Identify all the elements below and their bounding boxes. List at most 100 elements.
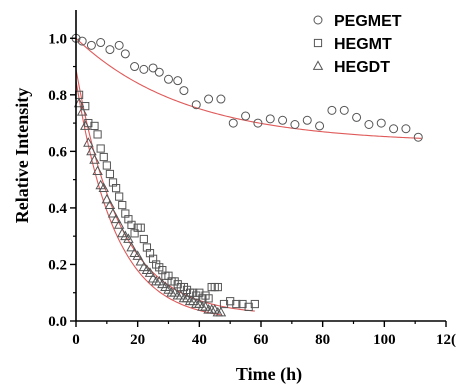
data-point-hegmt (81, 102, 90, 111)
data-point-pegmet (105, 45, 115, 55)
data-point-hegdt (86, 145, 97, 156)
data-point-hegdt (163, 284, 174, 294)
y-tick-label: 0.2 (48, 257, 67, 273)
fit-curve-pegmet (75, 37, 422, 139)
data-point-hegmt (99, 152, 108, 162)
data-point-hegdt (135, 255, 146, 266)
legend: PEGMET HEGMT HEGDT (312, 13, 402, 76)
y-tick-label: 0.4 (48, 201, 67, 217)
legend-marker-hegdt (312, 60, 324, 70)
data-point-hegdt (101, 193, 113, 204)
data-point-pegmet (120, 49, 130, 59)
data-point-hegmt (90, 121, 99, 131)
data-point-pegmet (164, 74, 173, 84)
data-point-pegmet (130, 62, 140, 72)
data-point-hegdt (89, 154, 100, 164)
data-point-pegmet (413, 132, 423, 142)
y-tick-label: 0.6 (48, 144, 67, 160)
data-point-hegdt (209, 304, 220, 314)
data-point-hegmt (148, 254, 158, 263)
data-point-hegmt (142, 243, 152, 252)
data-point-hegdt (98, 182, 109, 193)
data-point-hegdt (92, 165, 103, 176)
x-tick-label: 40 (192, 332, 207, 348)
y-tick-label: 1.0 (48, 31, 67, 47)
data-point-hegmt (115, 192, 124, 201)
data-point-hegdt (215, 306, 227, 317)
data-point-hegmt (130, 229, 139, 238)
y-tick-label: 0.0 (48, 314, 67, 330)
data-point-hegmt (164, 271, 173, 280)
data-point-pegmet (339, 105, 349, 115)
fit-curve-hegdt (75, 80, 222, 316)
data-point-pegmet (376, 118, 386, 128)
data-point-hegdt (76, 106, 88, 116)
data-point-hegmt (105, 169, 115, 179)
data-point-pegmet (96, 38, 106, 48)
legend-marker-hegmt (313, 38, 323, 48)
data-point-hegmt (210, 282, 219, 292)
data-point-hegmt (102, 161, 111, 170)
data-point-pegmet (327, 105, 337, 115)
data-point-hegmt (250, 299, 259, 309)
data-point-hegmt (127, 220, 136, 229)
data-point-hegmt (121, 209, 130, 218)
data-point-hegmt (244, 302, 253, 311)
data-point-hegmt (232, 299, 241, 309)
data-point-hegmt (238, 299, 247, 309)
data-point-hegmt (139, 234, 148, 244)
data-point-hegdt (83, 137, 94, 147)
data-point-hegmt (158, 266, 167, 275)
data-point-hegdt (110, 213, 122, 224)
data-point-hegdt (197, 301, 208, 311)
data-point-hegmt (155, 263, 164, 272)
data-point-pegmet (148, 63, 158, 73)
data-point-pegmet (265, 114, 275, 124)
data-point-hegmt (118, 200, 127, 210)
data-point-pegmet (86, 40, 96, 50)
x-axis-title: Time (h) (236, 364, 302, 385)
data-point-pegmet (216, 94, 226, 104)
data-point-hegmt (136, 223, 145, 232)
x-tick-label: 80 (315, 332, 330, 348)
data-point-pegmet (114, 40, 124, 50)
data-point-hegmt (213, 282, 222, 292)
data-point-pegmet (191, 100, 201, 110)
data-point-hegdt (144, 267, 156, 277)
data-point-pegmet (173, 76, 183, 86)
data-point-pegmet (241, 111, 251, 121)
data-point-hegdt (126, 241, 137, 252)
x-tick-label: 20 (130, 332, 145, 348)
data-point-hegdt (104, 199, 116, 209)
data-point-hegdt (107, 207, 119, 218)
data-point-pegmet (77, 36, 87, 46)
data-point-pegmet (179, 86, 189, 96)
data-point-pegmet (389, 124, 399, 134)
data-point-pegmet (154, 67, 164, 77)
y-axis-title: Relative Intensity (12, 88, 32, 223)
data-point-pegmet (364, 120, 374, 130)
data-point-hegmt (96, 144, 105, 153)
data-point-hegmt (93, 130, 102, 139)
data-point-pegmet (204, 94, 214, 104)
x-tick-label: 60 (254, 332, 269, 348)
data-point-hegmt (111, 184, 121, 193)
series-pegmet (71, 33, 423, 142)
data-point-hegdt (80, 120, 91, 130)
data-point-pegmet (278, 115, 288, 125)
y-tick-label: 0.8 (48, 88, 67, 104)
data-point-pegmet (290, 120, 300, 130)
data-point-pegmet (352, 112, 362, 122)
data-point-pegmet (302, 115, 312, 125)
data-point-pegmet (253, 118, 263, 128)
data-point-hegdt (132, 250, 143, 260)
data-point-hegmt (173, 280, 182, 289)
x-tick-label: 0 (72, 332, 80, 348)
data-point-pegmet (139, 64, 149, 74)
data-point-hegmt (219, 299, 229, 309)
data-point-pegmet (315, 121, 325, 131)
legend-marker-pegmet (313, 15, 323, 25)
data-point-hegmt (152, 260, 161, 269)
data-point-hegmt (124, 215, 133, 224)
data-point-hegdt (123, 233, 134, 243)
